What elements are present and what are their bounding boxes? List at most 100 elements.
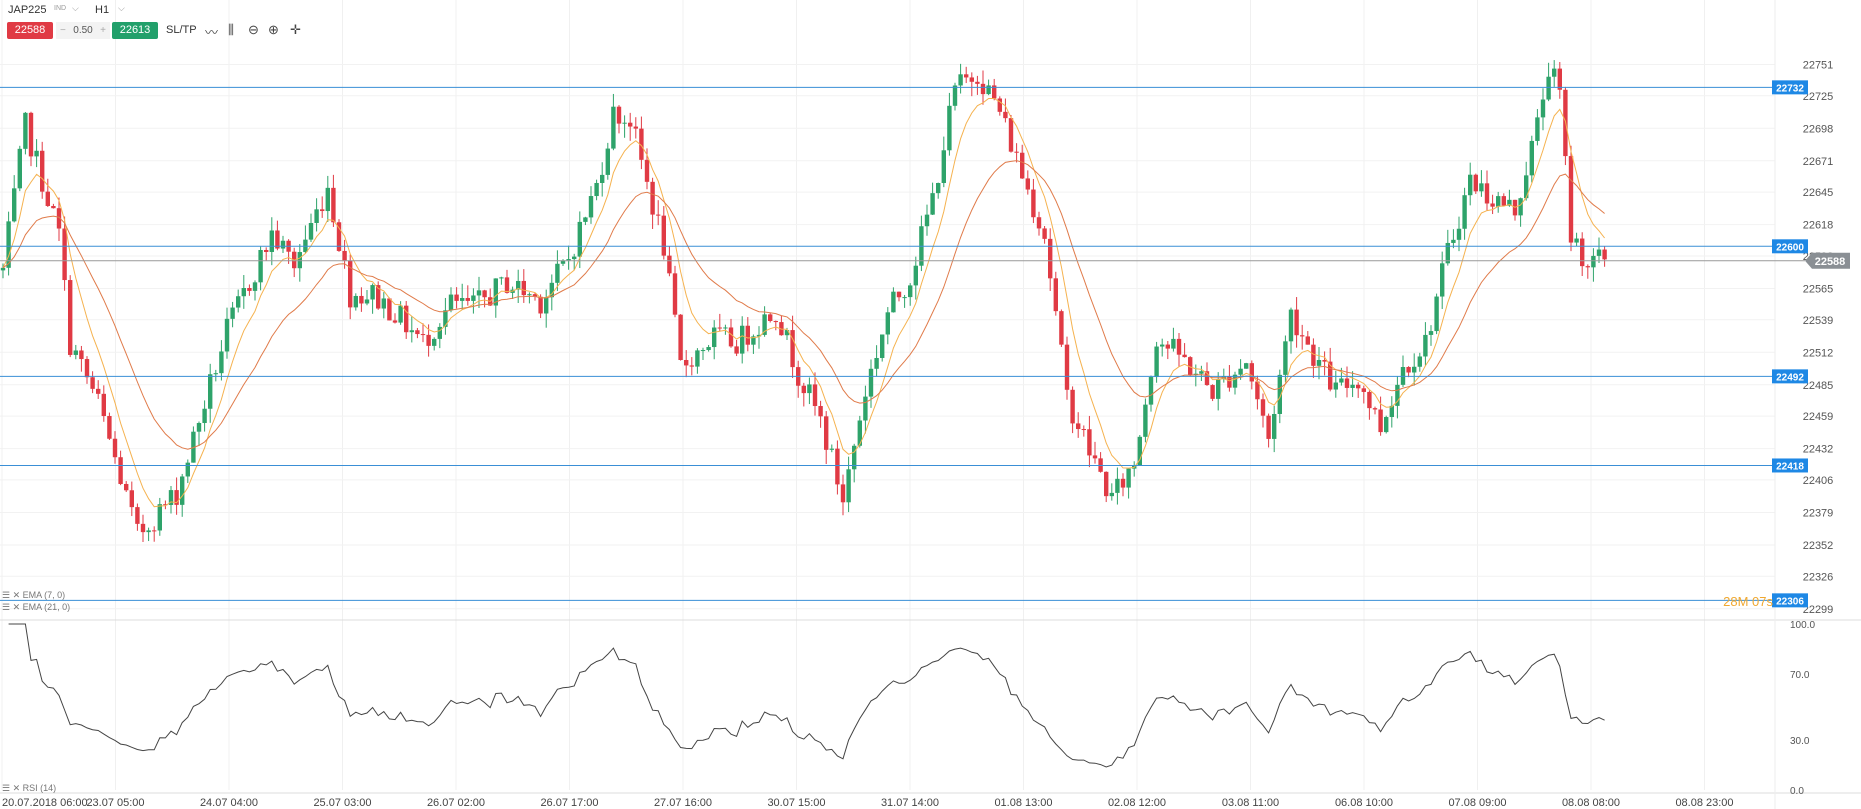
lot-size-value[interactable]: 0.50 [73, 25, 93, 36]
candle [376, 281, 381, 310]
line-chart-icon[interactable]: 〰 [205, 25, 219, 40]
candle [124, 481, 129, 493]
lot-plus-button[interactable]: + [100, 25, 106, 36]
timeframe-selector[interactable]: H1 [95, 4, 110, 16]
candle [1283, 335, 1288, 383]
time-tick-label: 06.08 10:00 [1335, 797, 1393, 809]
candle [857, 415, 862, 448]
sl-tp-button[interactable]: SL/TP [166, 24, 197, 36]
candle [521, 269, 526, 303]
candle [336, 219, 342, 252]
candle [1216, 372, 1221, 411]
candle [1574, 232, 1579, 247]
candle [947, 92, 952, 156]
candle-body [79, 350, 84, 360]
candle [1512, 199, 1518, 221]
candle [1596, 237, 1602, 263]
candle-body [168, 490, 174, 505]
candle-body [420, 334, 426, 336]
candle-body [768, 314, 773, 321]
candle [1003, 98, 1008, 123]
candle [1104, 471, 1109, 503]
candle-body [1339, 378, 1344, 383]
candle [1148, 375, 1154, 412]
candle [196, 421, 202, 447]
ema-fast-indicator-label[interactable]: ☰ ✕ EMA (7, 0) [2, 590, 66, 600]
candle [1372, 406, 1378, 415]
candle-body [745, 325, 750, 345]
candle [219, 340, 224, 381]
candle-body [1076, 423, 1081, 430]
chevron-down-icon[interactable]: ⌵ [118, 3, 125, 13]
candle-body [1468, 174, 1473, 196]
candle [1036, 211, 1042, 236]
candle-body [62, 228, 67, 281]
candle [1417, 352, 1422, 372]
rsi-indicator-label[interactable]: ☰ ✕ RSI (14) [2, 783, 57, 793]
candle-body [1294, 309, 1299, 336]
candle [628, 112, 633, 141]
candle-body [1092, 455, 1098, 459]
sell-button[interactable]: 22588 [7, 22, 53, 39]
candle [964, 66, 969, 84]
candle [1412, 353, 1417, 386]
candle [1400, 355, 1406, 387]
candle [516, 269, 521, 304]
candle [583, 216, 588, 226]
candle [359, 287, 364, 312]
candle [1395, 375, 1400, 419]
candle [437, 323, 442, 349]
candle [275, 220, 280, 251]
candle-body [107, 416, 112, 439]
candle-body [297, 252, 302, 269]
candle-body [969, 77, 974, 82]
candle-body [152, 530, 157, 532]
candle [1423, 322, 1428, 366]
candle-body [824, 416, 829, 450]
time-tick-label: 25.07 03:00 [313, 797, 371, 809]
lot-size-stepper[interactable]: − 0.50 + [56, 22, 110, 39]
candle-body [1591, 255, 1596, 268]
buy-button[interactable]: 22613 [112, 22, 158, 39]
candle-body [1064, 344, 1070, 390]
candle [258, 246, 263, 291]
candle-body [964, 74, 969, 78]
ema-slow-indicator-label[interactable]: ☰ ✕ EMA (21, 0) [2, 602, 71, 612]
candle [1087, 415, 1092, 468]
zoom-in-icon[interactable]: ⊕ [268, 22, 279, 37]
candle [1076, 412, 1081, 438]
candle [1204, 362, 1210, 386]
zoom-out-icon[interactable]: ⊖ [248, 22, 259, 37]
crosshair-icon[interactable]: ✛ [290, 22, 301, 37]
symbol-label[interactable]: JAP225 [8, 4, 47, 16]
candle-body [908, 285, 913, 298]
candle-countdown: 28M 07s [1723, 594, 1773, 609]
candle-body [868, 368, 874, 397]
candle [1585, 264, 1590, 279]
candle [1188, 356, 1193, 377]
candle [1025, 170, 1030, 195]
lot-minus-button[interactable]: − [60, 25, 66, 36]
candle-body [1210, 385, 1215, 399]
candle [1300, 324, 1305, 350]
chevron-down-icon[interactable]: ⌵ [72, 3, 79, 13]
candle [885, 307, 890, 345]
candles-icon[interactable]: ⫼ [228, 22, 234, 37]
candle-body [527, 294, 532, 296]
candle-body [460, 298, 465, 301]
candle [381, 292, 386, 319]
candle-body [1524, 175, 1529, 199]
candle [1053, 271, 1058, 316]
candle-body [1137, 436, 1142, 466]
price-tick-label: 22459 [1803, 411, 1834, 423]
price-tick-label: 22406 [1803, 475, 1834, 487]
candle-body [1036, 217, 1042, 229]
candle-body [0, 267, 6, 271]
price-tick-label: 22379 [1803, 507, 1834, 519]
candle [45, 178, 50, 207]
candle [1244, 362, 1249, 369]
candle [28, 111, 34, 167]
candle-body [135, 507, 140, 524]
candle-body [992, 85, 997, 99]
